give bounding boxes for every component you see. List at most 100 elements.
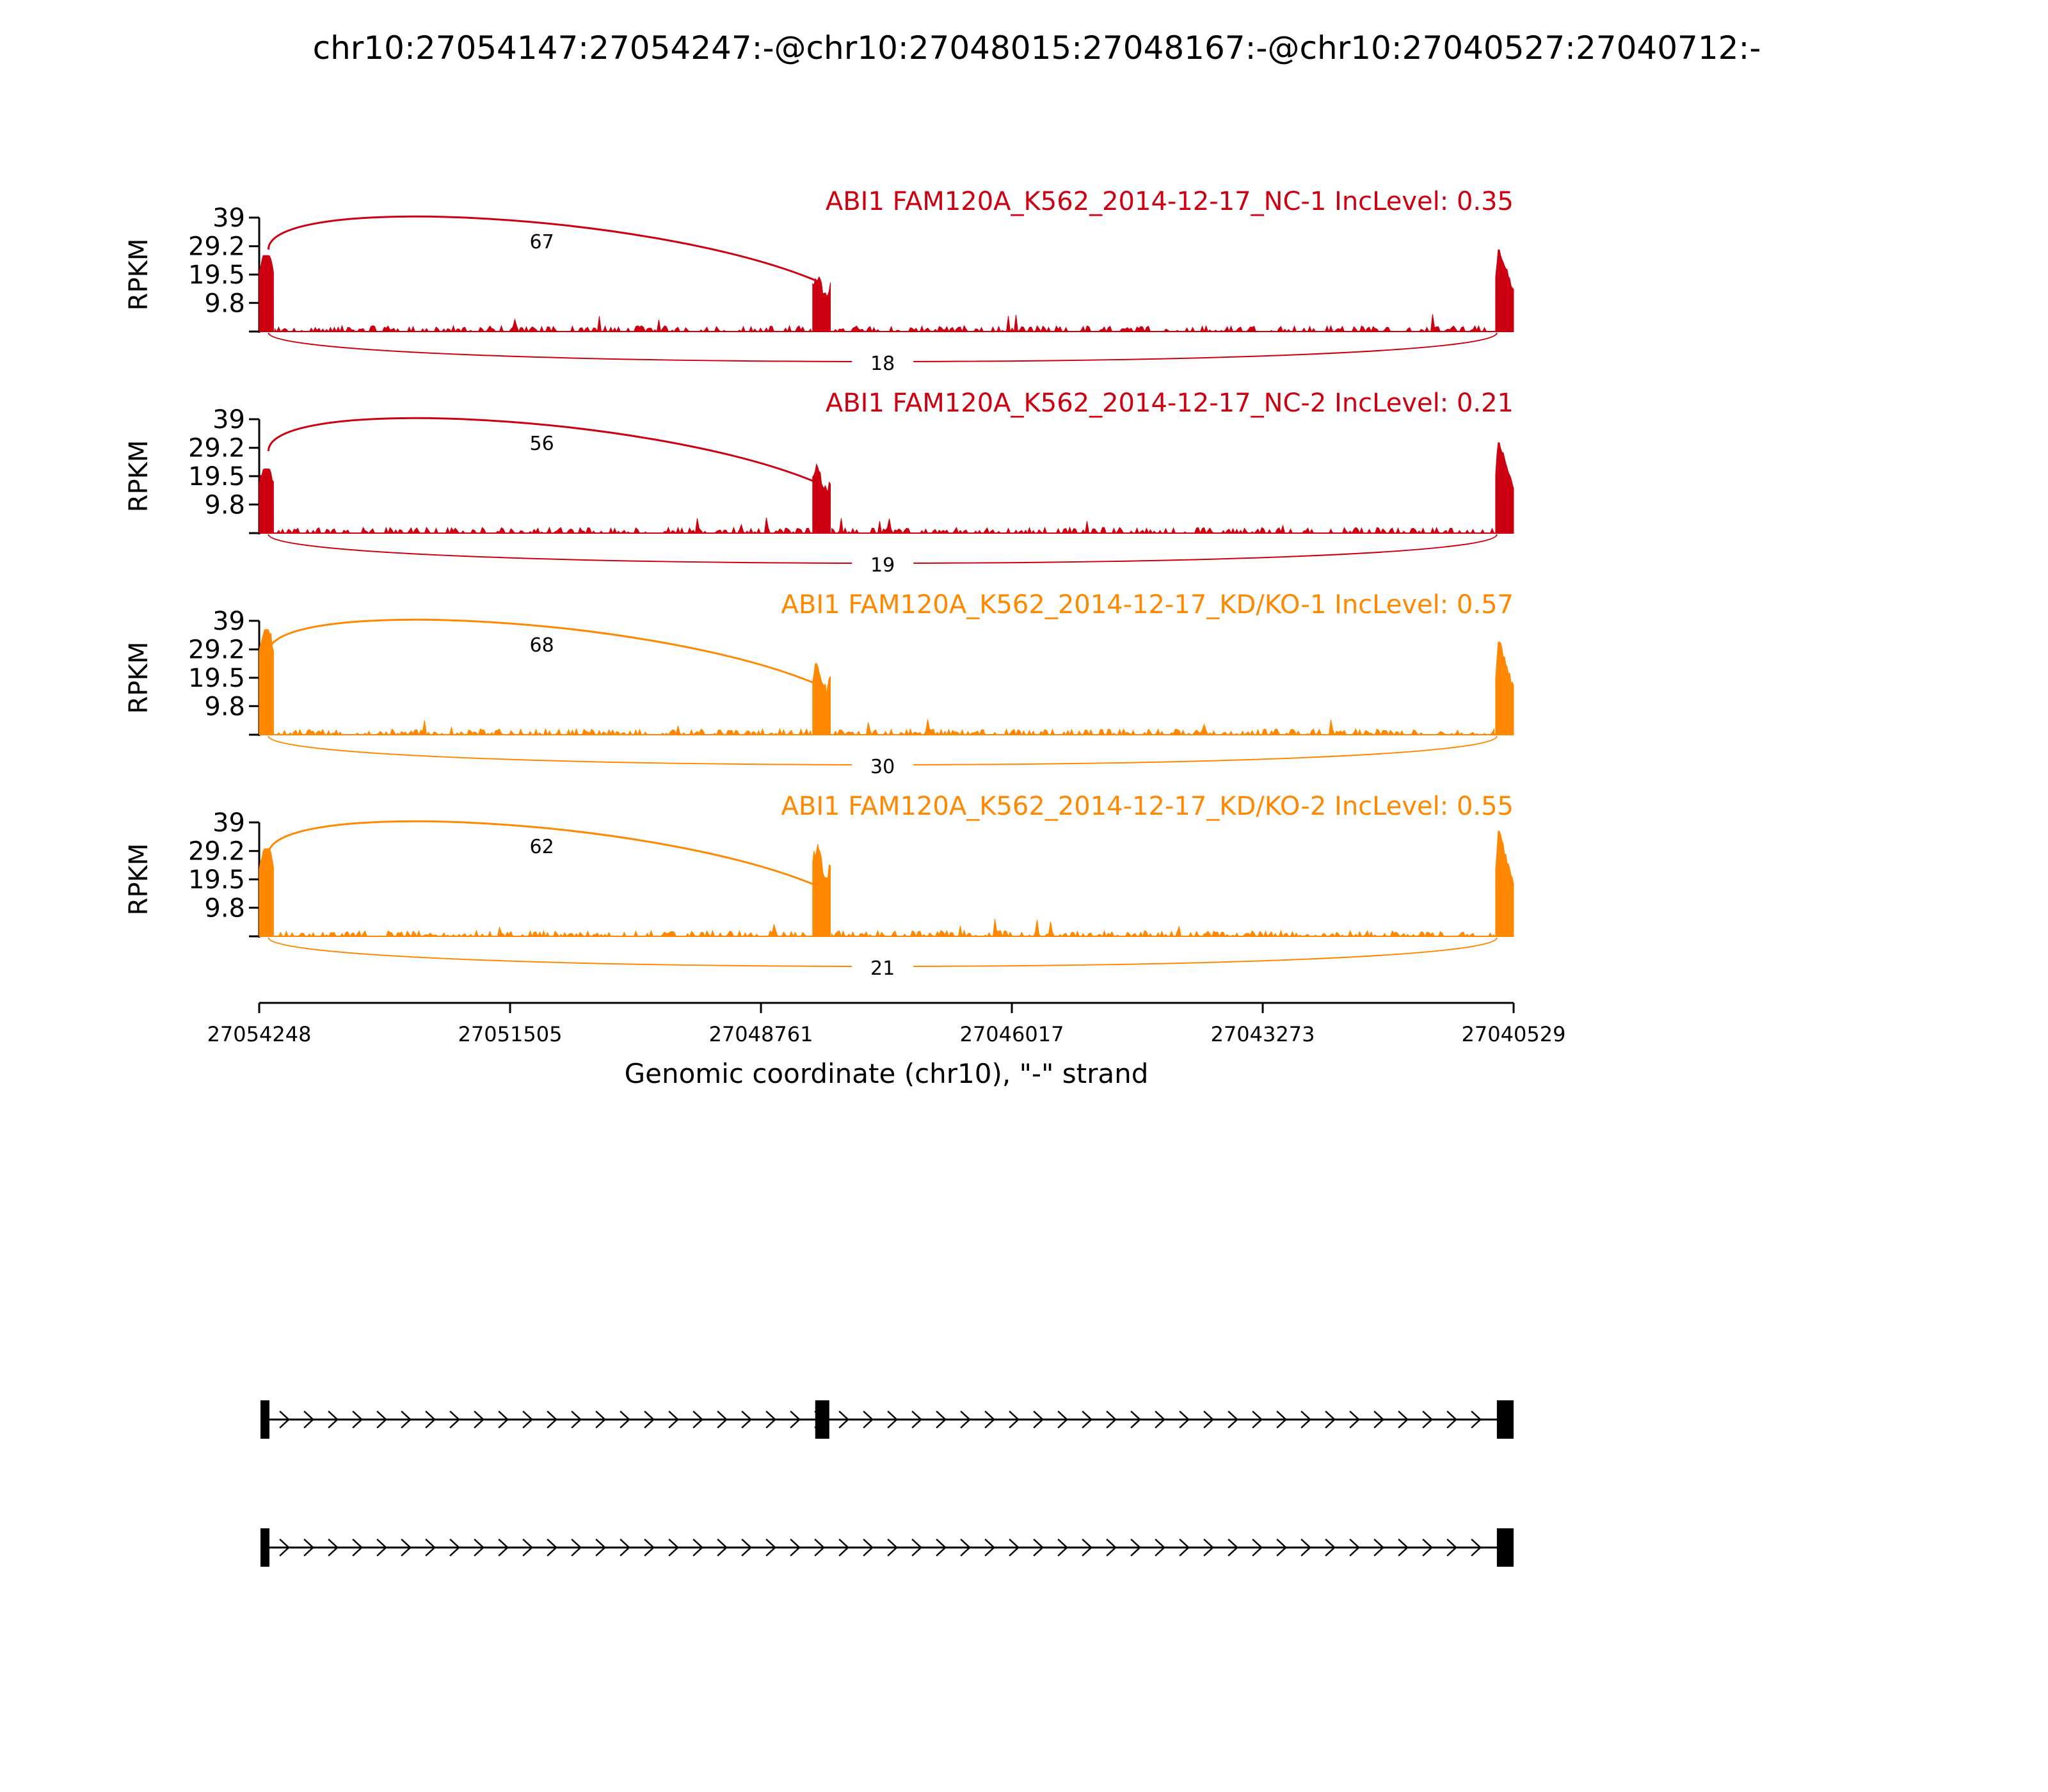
strand-arrow [838,1539,849,1556]
strand-arrow [279,1411,290,1428]
junction-count: 21 [870,957,895,980]
strand-arrow [498,1539,509,1556]
strand-arrow [741,1411,752,1428]
y-axis-label: RPKM [124,642,154,714]
strand-arrow [887,1539,898,1556]
junction-arc [267,820,816,886]
coverage-exon [812,463,831,534]
strand-arrow [814,1539,825,1556]
y-tick-label: 29.2 [188,837,245,867]
strand-arrow [449,1411,460,1428]
strand-arrow [1106,1539,1117,1556]
strand-arrow [790,1411,801,1428]
junction-count: 68 [530,634,554,657]
y-tick-label: 29.2 [188,434,245,463]
y-tick-label: 19.5 [188,865,245,895]
y-tick-label: 19.5 [188,260,245,290]
track-title: ABI1 FAM120A_K562_2014-12-17_KD/KO-1 Inc… [781,590,1514,620]
strand-arrow [1033,1411,1044,1428]
strand-arrow [717,1411,728,1428]
y-tick-label: 9.8 [204,893,245,923]
strand-arrow [1398,1539,1409,1556]
strand-arrow [838,1411,849,1428]
strand-arrow [1300,1411,1311,1428]
figure-title: chr10:27054147:27054247:-@chr10:27048015… [313,29,1761,67]
strand-arrow [644,1411,655,1428]
strand-arrow [620,1539,630,1556]
strand-arrow [1422,1539,1433,1556]
strand-arrow [352,1539,363,1556]
x-tick-label: 27046017 [960,1022,1064,1046]
strand-arrow [279,1539,290,1556]
exon-block [260,1400,269,1439]
strand-arrow [474,1539,484,1556]
y-tick-label: 29.2 [188,636,245,665]
junction-label-bg [511,835,573,858]
strand-arrow [717,1539,728,1556]
coverage-intron [274,316,812,333]
strand-arrow [571,1539,582,1556]
strand-arrow [303,1411,314,1428]
junction-label-bg [852,956,914,979]
strand-arrow [1349,1539,1360,1556]
y-tick-label: 39 [212,607,245,636]
strand-arrow [863,1539,874,1556]
strand-arrow [911,1411,922,1428]
junction-label-bg [511,633,573,656]
strand-arrow [1373,1539,1384,1556]
junction-count: 30 [870,756,895,778]
strand-arrow [1325,1539,1336,1556]
strand-arrow [425,1411,436,1428]
strand-arrow [692,1539,703,1556]
junction-arc [267,215,816,282]
strand-arrow [1446,1411,1457,1428]
strand-arrow [936,1539,947,1556]
strand-arrow [595,1539,606,1556]
junction-count: 67 [530,231,554,253]
strand-arrow [1446,1539,1457,1556]
junction-arc [267,417,816,483]
strand-arrow [303,1539,314,1556]
coverage-intron [275,517,812,534]
coverage-intron [275,720,812,736]
coverage-exon [259,468,274,534]
coverage-exon [1495,249,1514,332]
strand-arrow [547,1411,557,1428]
strand-arrow [401,1411,412,1428]
exon-block [1496,1528,1514,1567]
y-axis-label: RPKM [124,239,154,311]
strand-arrow [1252,1411,1263,1428]
coverage-intron [831,314,1494,333]
coverage-intron [831,719,1495,736]
coverage-exon [259,255,274,332]
strand-arrow [1106,1411,1117,1428]
strand-arrow [984,1539,995,1556]
strand-arrow [1082,1411,1092,1428]
strand-arrow [765,1411,776,1428]
strand-arrow [1398,1411,1409,1428]
track-title: ABI1 FAM120A_K562_2014-12-17_KD/KO-2 Inc… [781,792,1514,821]
strand-arrow [1130,1411,1141,1428]
strand-arrow [1276,1411,1287,1428]
strand-arrow [547,1539,557,1556]
coverage-exon [1495,442,1514,534]
strand-arrow [1471,1411,1482,1428]
y-tick-label: 39 [212,405,245,435]
strand-arrow [401,1539,412,1556]
exon-block [815,1400,829,1439]
strand-arrow [1228,1539,1238,1556]
y-tick-label: 19.5 [188,664,245,693]
strand-arrow [449,1539,460,1556]
strand-arrow [668,1411,679,1428]
strand-arrow [1203,1539,1214,1556]
strand-arrow [984,1411,995,1428]
x-tick-label: 27054248 [207,1022,312,1046]
strand-arrow [352,1411,363,1428]
strand-arrow [1325,1411,1336,1428]
strand-arrow [1228,1411,1238,1428]
junction-label-bg [852,755,914,778]
x-tick-label: 27043273 [1211,1022,1315,1046]
